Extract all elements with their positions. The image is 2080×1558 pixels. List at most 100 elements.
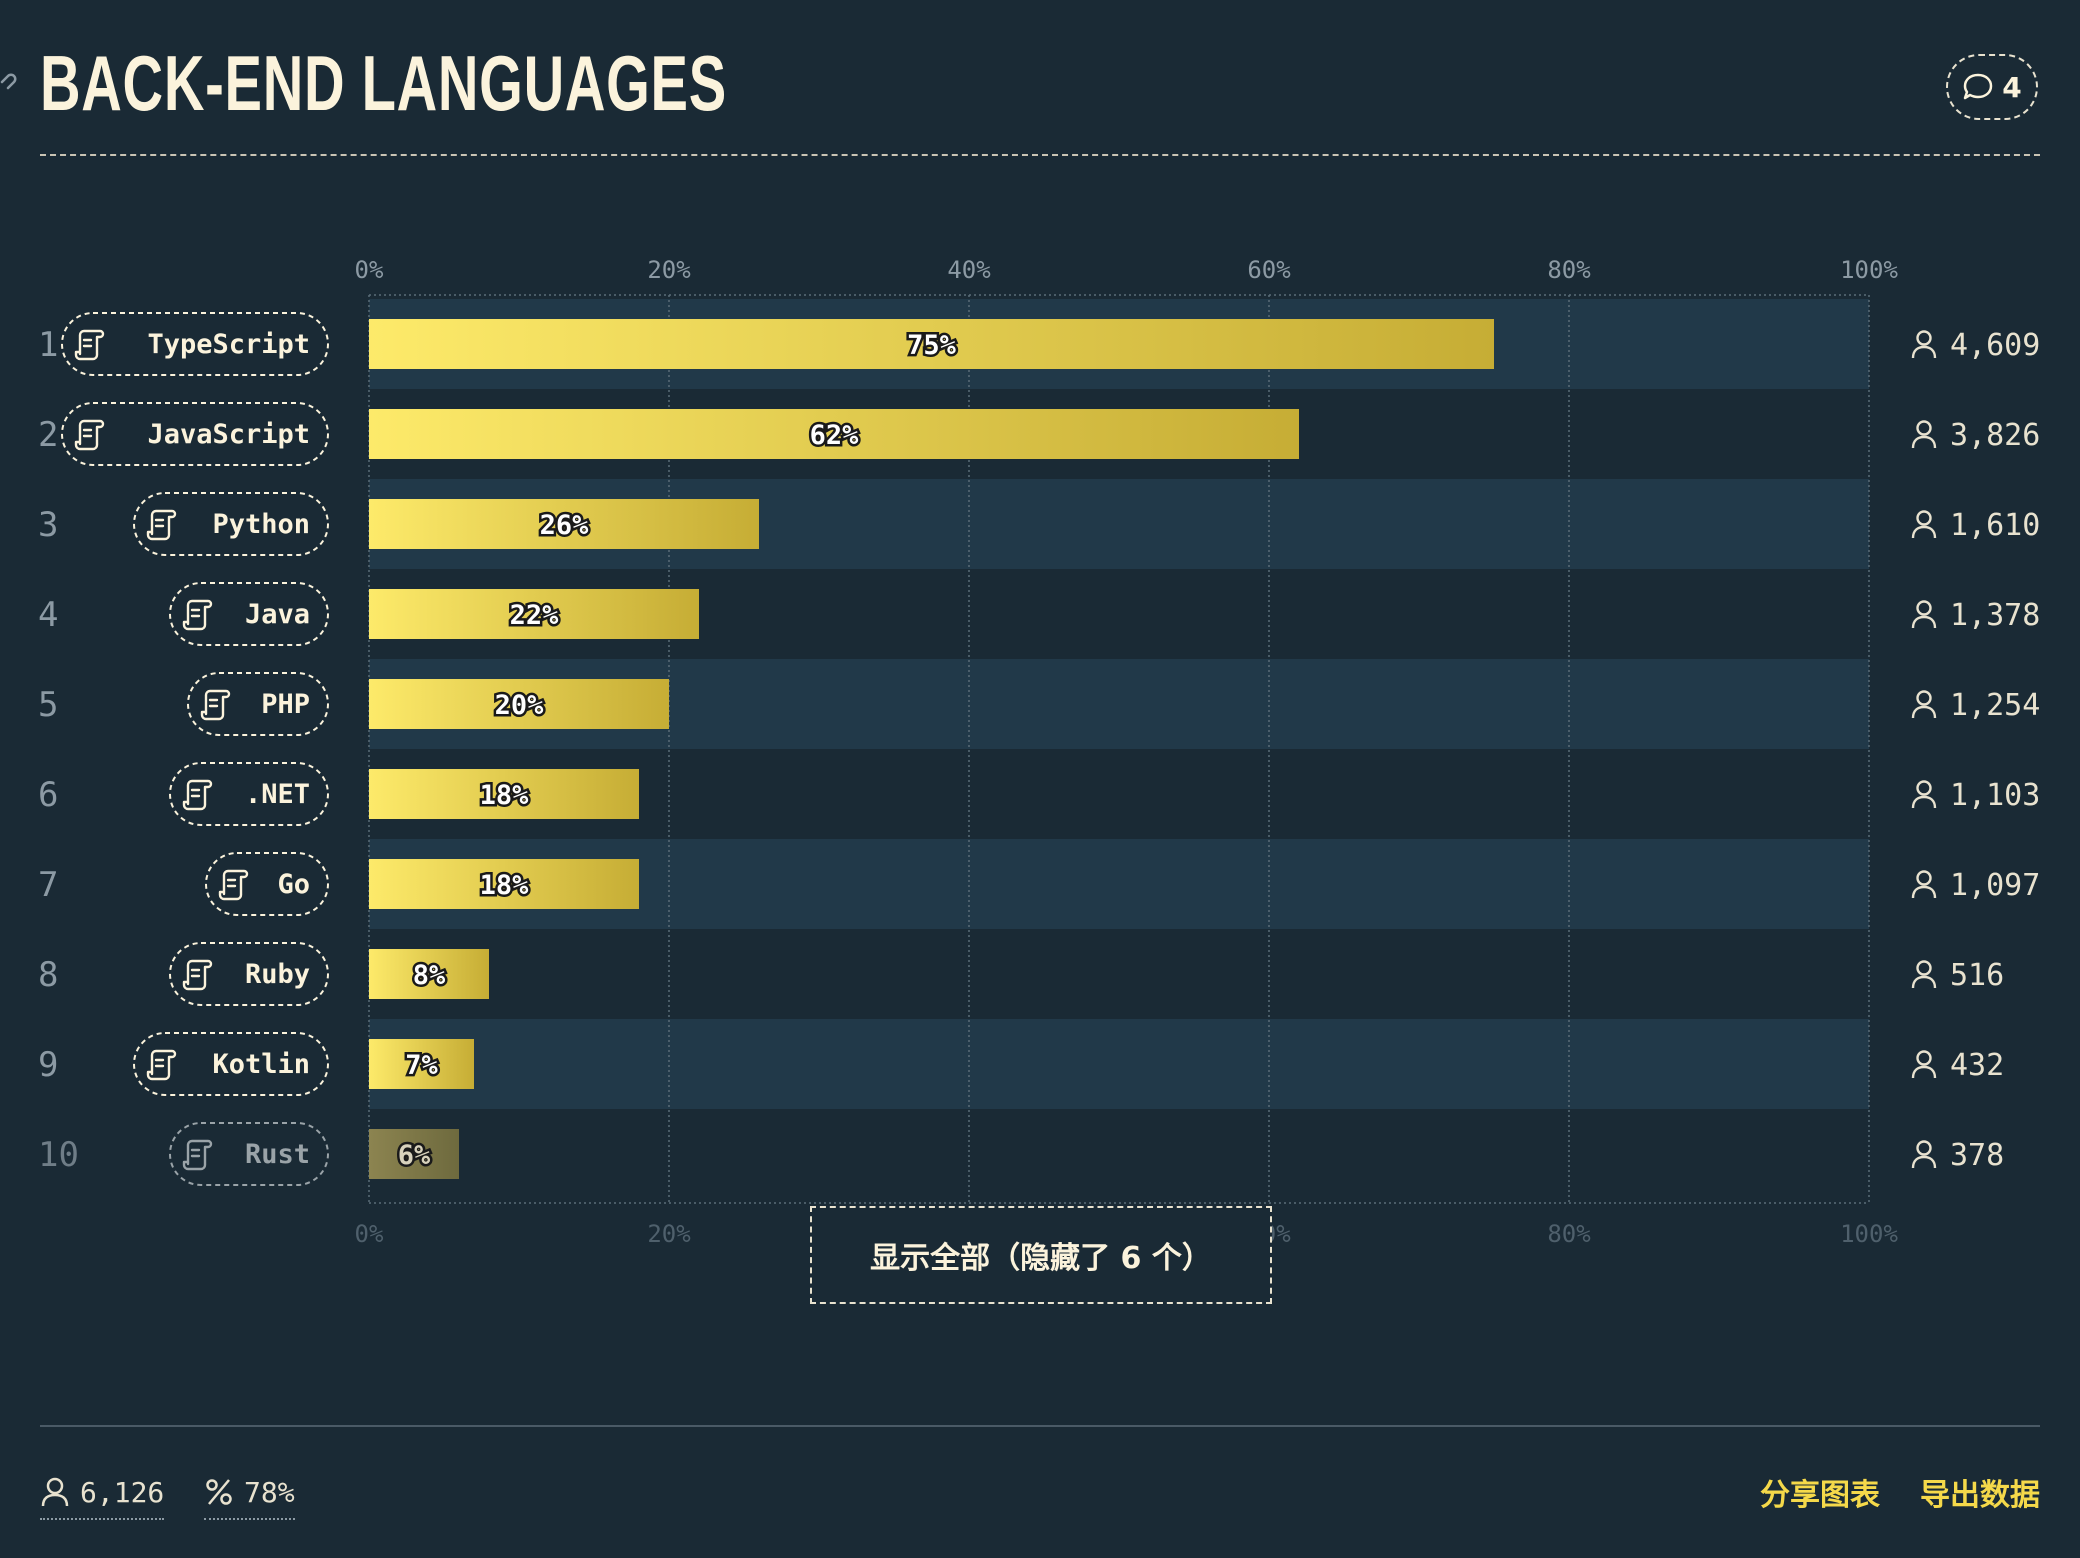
percent-icon: [206, 1479, 232, 1505]
script-icon: [146, 509, 177, 541]
bar-chart: 0%0%20%20%40%40%60%60%80%80%100%100%1Typ…: [38, 256, 2040, 1248]
comment-icon: [1964, 73, 1993, 100]
language-label: JavaScript: [147, 419, 310, 450]
script-icon: [200, 689, 231, 721]
user-icon: [41, 1477, 69, 1507]
percent-value: 78%: [244, 1475, 295, 1509]
language-tag-border: [169, 942, 329, 1006]
user-icon: [1911, 345, 1937, 359]
show-all-button[interactable]: 显示全部（隐藏了 6 个）: [810, 1206, 1272, 1304]
bar-value-label: 6%: [398, 1140, 431, 1171]
comment-count: 4: [2002, 70, 2022, 104]
bar: [369, 769, 639, 819]
share-chart-link[interactable]: 分享图表: [1760, 1478, 1880, 1513]
row-band: [369, 1019, 1869, 1109]
respondent-count: 516: [1950, 958, 2004, 993]
respondent-count: 1,378: [1950, 598, 2040, 633]
language-tag[interactable]: .NET: [169, 762, 329, 826]
language-tag-border: [61, 402, 329, 466]
language-tag-border: [169, 1122, 329, 1186]
page-title: BACK-END LANGUAGES: [40, 39, 727, 127]
user-icon: [1916, 780, 1932, 796]
footer-divider: [40, 1425, 2040, 1427]
x-tick-label-top: 100%: [1840, 256, 1898, 284]
link-icon[interactable]: [0, 72, 18, 98]
respondent-count: 4,609: [1950, 328, 2040, 363]
bar-value-label: 26%: [540, 510, 590, 541]
comments-button[interactable]: 4: [1946, 54, 2038, 120]
bar-value-label: 7%: [405, 1050, 438, 1081]
respondent-count: 3,826: [1950, 418, 2040, 453]
rank-number: 6: [38, 775, 58, 815]
x-tick-label-bottom: 100%: [1840, 1220, 1898, 1248]
language-label: Python: [212, 509, 310, 540]
percent-stat[interactable]: 78%: [204, 1470, 295, 1520]
bar-value-label: 22%: [510, 600, 560, 631]
bar: [369, 319, 1494, 369]
user-icon: [1916, 870, 1932, 886]
respondent-count: 378: [1950, 1138, 2004, 1173]
script-icon: [218, 869, 249, 901]
language-label: Kotlin: [212, 1049, 310, 1080]
user-icon: [1916, 1140, 1932, 1156]
bar-value-label: 62%: [810, 420, 860, 451]
user-icon: [1916, 1050, 1932, 1066]
respondent-count: 1,097: [1950, 868, 2040, 903]
language-tag-border: [169, 762, 329, 826]
x-tick-label-bottom: 0%: [355, 1220, 384, 1248]
x-tick-label-top: 0%: [355, 256, 384, 284]
rank-number: 1: [38, 325, 58, 365]
user-icon: [1911, 795, 1937, 809]
language-tag[interactable]: TypeScript: [61, 312, 329, 376]
bar: [369, 1039, 474, 1089]
rank-number: 3: [38, 505, 58, 545]
export-data-link[interactable]: 导出数据: [1920, 1478, 2040, 1513]
language-tag[interactable]: Ruby: [169, 942, 329, 1006]
bar-value-label: 75%: [907, 330, 957, 361]
language-tag-border: [187, 672, 329, 736]
language-label: .NET: [245, 779, 310, 810]
user-icon: [1911, 525, 1937, 539]
language-tag-border: [169, 582, 329, 646]
respondent-count: 1,610: [1950, 508, 2040, 543]
script-icon: [182, 1139, 213, 1171]
respondents-count: 6,126: [80, 1475, 165, 1509]
language-tag[interactable]: Rust: [169, 1122, 329, 1186]
language-tag[interactable]: PHP: [187, 672, 329, 736]
language-label: Java: [245, 599, 310, 630]
language-tag[interactable]: JavaScript: [61, 402, 329, 466]
x-tick-label-top: 20%: [647, 256, 691, 284]
language-label: PHP: [261, 689, 310, 720]
bar: [369, 589, 699, 639]
user-icon: [1911, 1155, 1937, 1169]
language-tag[interactable]: Python: [133, 492, 329, 556]
rank-number: 2: [38, 415, 58, 455]
rank-number: 9: [38, 1045, 58, 1085]
user-icon: [1916, 510, 1932, 526]
language-label: Ruby: [245, 959, 310, 990]
script-icon: [182, 779, 213, 811]
user-icon: [1916, 600, 1932, 616]
respondents-stat[interactable]: 6,126: [40, 1470, 165, 1520]
language-tag[interactable]: Kotlin: [133, 1032, 329, 1096]
user-icon: [1916, 330, 1932, 346]
language-tag[interactable]: Java: [169, 582, 329, 646]
x-tick-label-top: 60%: [1247, 256, 1291, 284]
user-icon: [1916, 690, 1932, 706]
user-icon: [1916, 420, 1932, 436]
script-icon: [74, 329, 105, 361]
user-icon: [1911, 1065, 1937, 1079]
script-icon: [182, 959, 213, 991]
bar: [369, 499, 759, 549]
user-icon: [1911, 885, 1937, 899]
script-icon: [146, 1049, 177, 1081]
bar-value-label: 20%: [495, 690, 545, 721]
bar-value-label: 18%: [480, 870, 530, 901]
respondent-count: 432: [1950, 1048, 2004, 1083]
respondent-count: 1,103: [1950, 778, 2040, 813]
language-label: Go: [277, 869, 310, 900]
language-tag-border: [133, 492, 329, 556]
language-tag[interactable]: Go: [205, 852, 329, 916]
rank-number: 5: [38, 685, 58, 725]
language-tag-border: [205, 852, 329, 916]
